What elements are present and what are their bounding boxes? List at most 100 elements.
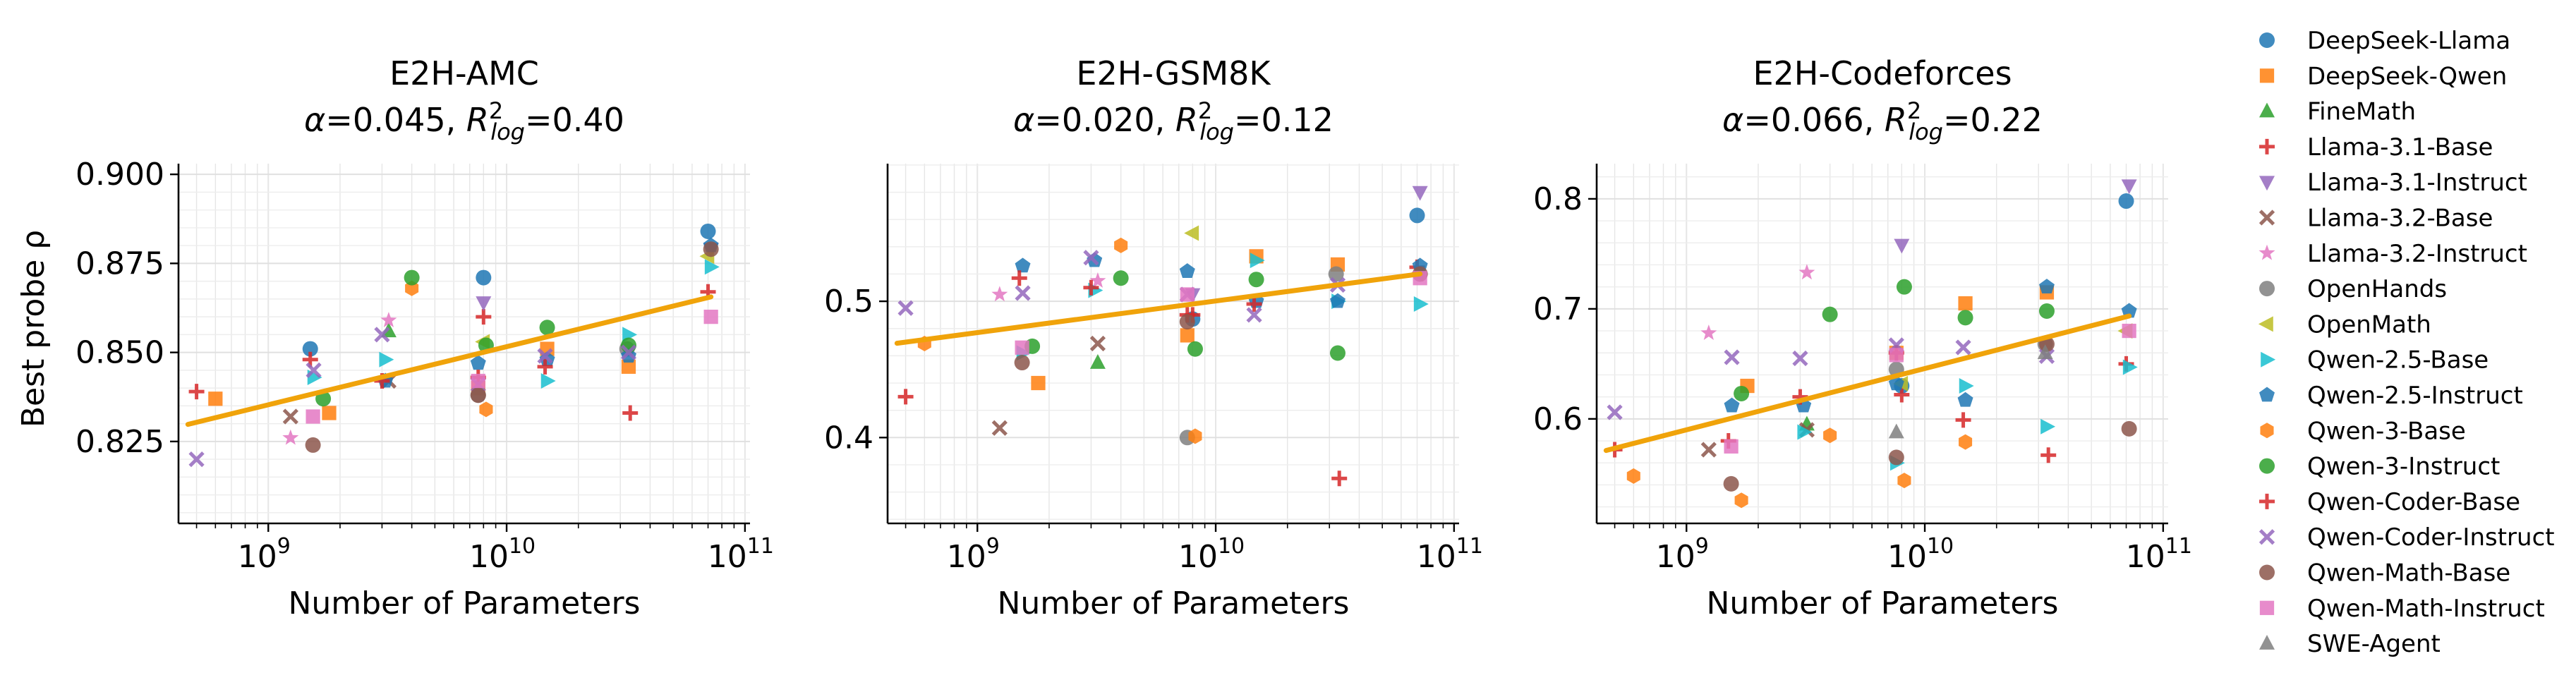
point-qwen-2-5-instruct bbox=[470, 355, 486, 370]
legend-item-qwen-2-5-base: Qwen-2.5-Base bbox=[2261, 346, 2489, 375]
point-finemath bbox=[1089, 353, 1106, 369]
legend-marker-deepseek-llama bbox=[2259, 32, 2275, 48]
r2-value: 0.22 bbox=[1971, 101, 2043, 139]
legend-item-openhands: OpenHands bbox=[2259, 275, 2447, 303]
legend: DeepSeek-Llama DeepSeek-Qwen FineMath Llama… bbox=[2258, 27, 2555, 658]
point-qwen-3-instruct bbox=[1957, 310, 1973, 326]
point-qwen-coder-instruct bbox=[1015, 285, 1031, 301]
legend-marker-deepseek-qwen bbox=[2259, 68, 2275, 83]
y-tick-label: 0.850 bbox=[75, 335, 164, 371]
point-qwen-3-instruct bbox=[1187, 341, 1203, 357]
legend-item-llama-3-1-base: Llama-3.1-Base bbox=[2259, 133, 2493, 162]
legend-label: Llama-3.1-Instruct bbox=[2307, 169, 2527, 197]
point-qwen-math-instruct bbox=[306, 409, 320, 424]
y-tick-label: 0.7 bbox=[1533, 291, 1583, 327]
point-llama-3-1-base bbox=[622, 405, 639, 421]
point-qwen-3-base bbox=[1897, 473, 1911, 489]
point-qwen-math-instruct bbox=[2122, 323, 2136, 339]
point-qwen-2-5-instruct bbox=[1015, 257, 1031, 273]
point-qwen-3-instruct bbox=[1113, 270, 1129, 286]
legend-label: OpenMath bbox=[2307, 310, 2431, 339]
point-qwen-coder-instruct bbox=[1792, 350, 1808, 367]
point-qwen-math-base bbox=[470, 387, 486, 403]
point-qwen-coder-instruct bbox=[1724, 349, 1740, 365]
legend-item-qwen-math-instruct: Qwen-Math-Instruct bbox=[2259, 595, 2545, 623]
point-deepseek-llama bbox=[700, 223, 716, 239]
legend-label: SWE-Agent bbox=[2307, 630, 2441, 658]
legend-marker-openhands bbox=[2259, 281, 2275, 297]
point-qwen-math-instruct bbox=[1724, 439, 1739, 454]
point-qwen-math-instruct bbox=[471, 373, 485, 389]
y-tick-label: 0.8 bbox=[1533, 181, 1583, 217]
point-llama-3-2-instruct bbox=[1089, 272, 1106, 288]
point-qwen-3-base bbox=[1626, 468, 1640, 484]
panel-e2h-codeforces: E2H-Codeforces α=0.066, R2 log=0.22 Numbe… bbox=[1533, 54, 2192, 621]
legend-marker-qwen-3-instruct bbox=[2259, 458, 2275, 474]
point-qwen-3-instruct bbox=[1822, 306, 1838, 322]
point-llama-3-1-base bbox=[476, 309, 492, 325]
plot-area: 0.6 0.7 0.8 109 1010 1011 bbox=[1533, 164, 2192, 575]
point-deepseek-qwen bbox=[1031, 375, 1046, 391]
legend-marker-qwen-2-5-instruct bbox=[2259, 387, 2275, 402]
point-qwen-2-5-instruct bbox=[2038, 279, 2055, 294]
legend-marker-openmath bbox=[2258, 316, 2273, 332]
point-deepseek-llama bbox=[1409, 207, 1425, 224]
alpha-value: 0.045 bbox=[353, 101, 446, 139]
x-tick-label: 1011 bbox=[708, 534, 774, 575]
point-qwen-math-instruct bbox=[1015, 340, 1029, 355]
legend-item-deepseek-llama: DeepSeek-Llama bbox=[2259, 27, 2510, 55]
y-tick-label: 0.4 bbox=[824, 420, 873, 456]
plot-area: 0.825 0.850 0.875 0.900 109 1010 1011 bbox=[75, 157, 774, 575]
legend-item-openmath: OpenMath bbox=[2258, 310, 2431, 339]
point-qwen-math-base bbox=[703, 241, 719, 257]
legend-item-qwen-coder-instruct: Qwen-Coder-Instruct bbox=[2258, 523, 2555, 552]
point-llama-3-2-instruct bbox=[380, 312, 397, 327]
point-swe-agent bbox=[2037, 344, 2053, 360]
point-llama-3-2-instruct bbox=[991, 286, 1008, 302]
point-llama-3-2-base bbox=[1700, 442, 1717, 458]
point-qwen-coder-base bbox=[188, 384, 205, 400]
x-axis-label: Number of Parameters bbox=[1707, 585, 2059, 621]
point-llama-3-2-base bbox=[1089, 335, 1106, 352]
point-qwen-3-instruct bbox=[1329, 345, 1346, 361]
panel-subtitle: α=0.045, R2 log=0.40 bbox=[304, 97, 624, 145]
legend-item-qwen-coder-base: Qwen-Coder-Base bbox=[2259, 488, 2520, 516]
point-qwen-coder-base bbox=[1955, 412, 1971, 428]
point-llama-3-2-base bbox=[282, 408, 298, 425]
fit-line bbox=[894, 271, 1423, 346]
alpha-value: 0.066 bbox=[1771, 101, 1864, 139]
point-qwen-coder-base bbox=[1011, 270, 1027, 286]
legend-item-finemath: FineMath bbox=[2259, 98, 2416, 126]
legend-label: Llama-3.1-Base bbox=[2307, 133, 2493, 162]
panel-e2h-amc: E2H-AMC α=0.045, R2 log=0.40 Number of Pa… bbox=[16, 54, 774, 621]
point-qwen-math-base bbox=[2121, 420, 2137, 437]
point-qwen-coder-base bbox=[1246, 296, 1262, 312]
point-qwen-3-base bbox=[1823, 427, 1837, 444]
point-deepseek-llama bbox=[2118, 193, 2134, 210]
point-llama-3-1-instruct bbox=[476, 296, 492, 312]
legend-label: FineMath bbox=[2307, 98, 2416, 126]
legend-marker-llama-3-2-base bbox=[2258, 210, 2275, 226]
x-tick-label: 1011 bbox=[2126, 534, 2192, 575]
point-qwen-math-instruct bbox=[703, 310, 718, 324]
point-qwen-3-base bbox=[1188, 428, 1202, 444]
point-qwen-2-5-base bbox=[379, 351, 394, 368]
point-llama-3-1-base bbox=[1331, 470, 1348, 487]
legend-item-qwen-2-5-instruct: Qwen-2.5-Instruct bbox=[2259, 382, 2523, 410]
legend-label: Llama-3.2-Instruct bbox=[2307, 240, 2527, 268]
fit-line bbox=[185, 294, 714, 427]
point-qwen-coder-instruct bbox=[1955, 339, 1971, 356]
point-openmath bbox=[1184, 225, 1199, 241]
point-llama-3-1-base bbox=[1894, 387, 1910, 403]
legend-item-llama-3-1-instruct: Llama-3.1-Instruct bbox=[2259, 169, 2527, 197]
point-qwen-coder-instruct bbox=[897, 300, 914, 316]
point-qwen-coder-instruct bbox=[620, 344, 637, 360]
fit-line bbox=[1603, 313, 2132, 454]
panel-title: E2H-GSM8K bbox=[1076, 54, 1271, 92]
point-qwen-2-5-instruct bbox=[2121, 303, 2137, 318]
legend-marker-swe-agent bbox=[2259, 635, 2275, 650]
legend-label: DeepSeek-Qwen bbox=[2307, 62, 2507, 90]
x-tick-label: 1010 bbox=[1178, 534, 1245, 575]
legend-item-qwen-math-base: Qwen-Math-Base bbox=[2259, 559, 2510, 588]
point-llama-3-1-instruct bbox=[1894, 238, 1910, 254]
